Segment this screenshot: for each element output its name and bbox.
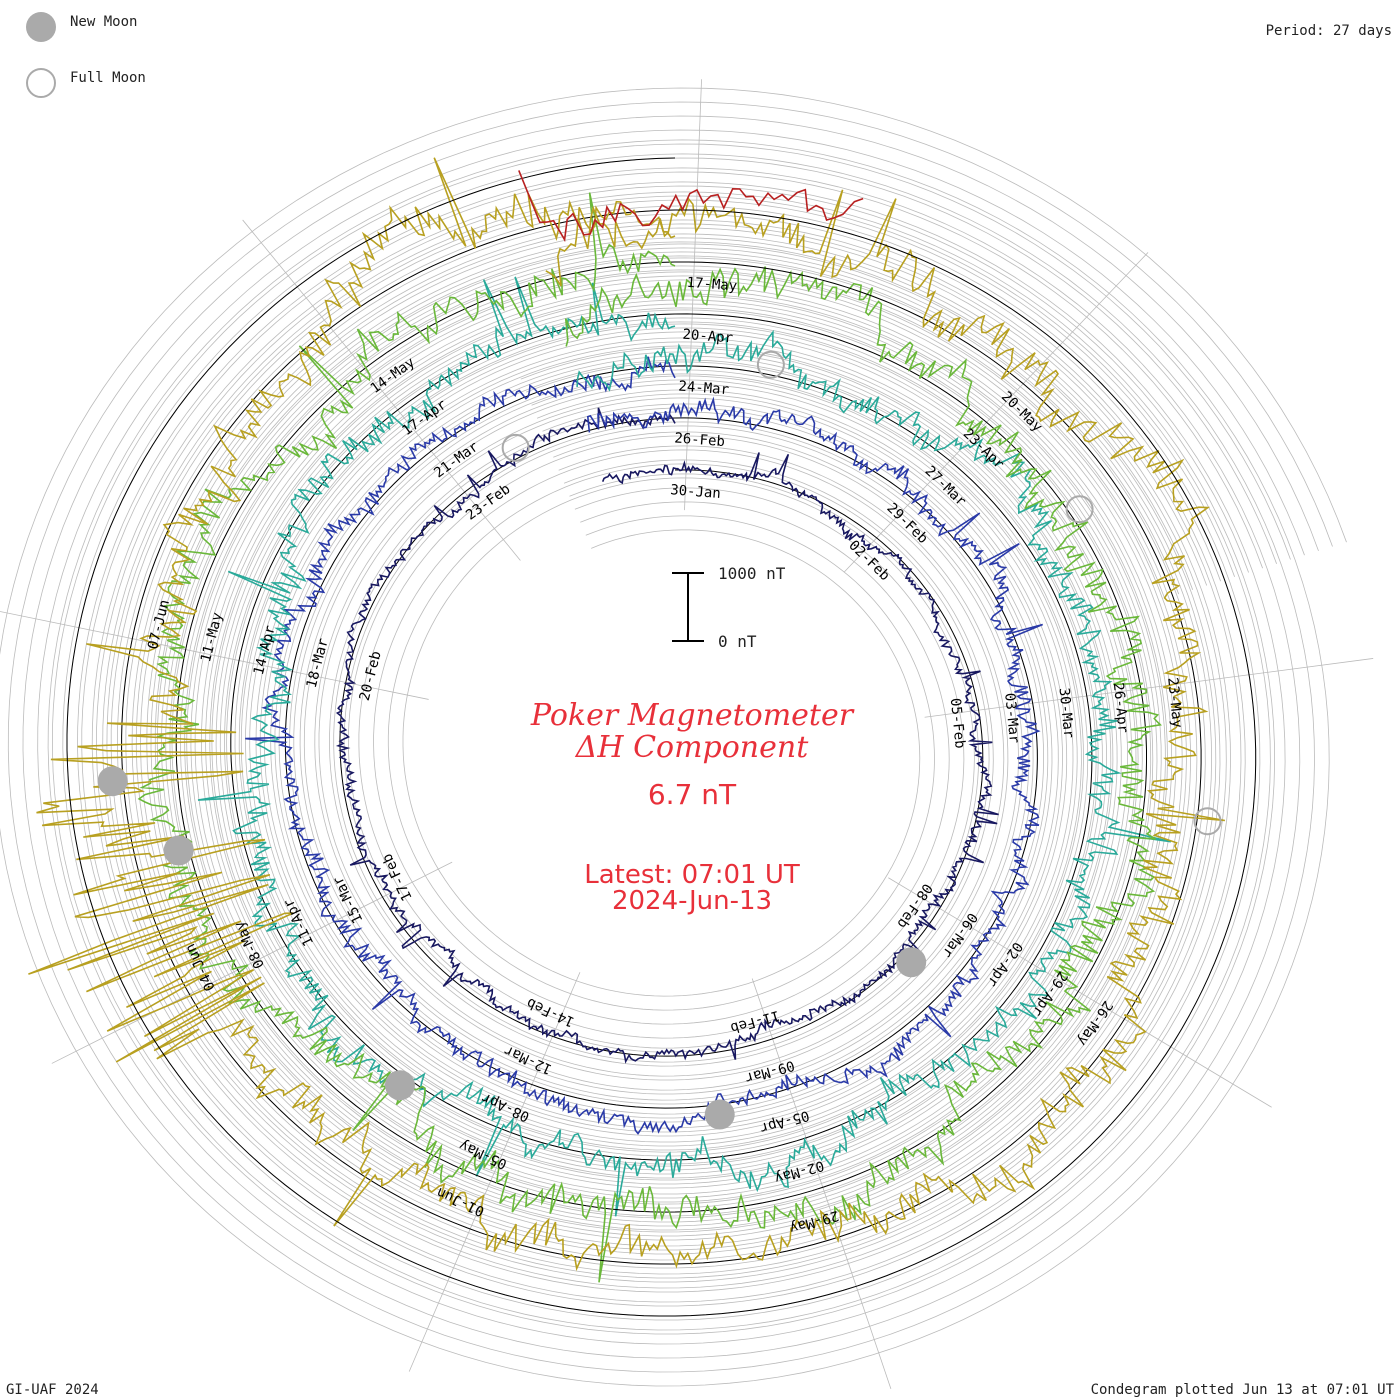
scale-bar [672, 572, 704, 642]
chart-subtitle: ΔH Component [575, 730, 809, 765]
series-line-10-Jun [518, 170, 864, 243]
new-moon-marker [704, 1099, 735, 1130]
latest-time: Latest: 07:01 UT [584, 860, 800, 890]
series-line-17-May [28, 157, 1226, 1272]
footer-plot-time: Condegram plotted Jun 13 at 07:01 UT [1090, 1382, 1394, 1398]
tick-label: 26-Feb [674, 430, 726, 450]
tick-label: 26-Apr [1110, 682, 1131, 734]
grid-ring [22, 115, 1319, 1359]
full-moon-icon [26, 68, 56, 98]
tick-label: 14-Feb [524, 994, 577, 1029]
grid-spoke [0, 611, 429, 700]
legend-full-moon-label: Full Moon [70, 70, 146, 86]
radial-grid [0, 79, 1374, 1390]
scale-top-label: 1000 nT [718, 564, 786, 583]
grid-spoke [924, 658, 1374, 718]
data-series [28, 157, 1257, 1317]
tick-label: 03-Mar [1001, 692, 1022, 744]
tick-label: 08-Apr [479, 1089, 532, 1124]
tick-label: 07-Jun [145, 598, 173, 651]
grid-ring [169, 255, 1180, 1219]
grid-ring [52, 143, 1291, 1331]
grid-spoke [843, 252, 1149, 573]
baseline-10-Jun [66, 157, 1257, 1317]
new-moon-marker [896, 947, 927, 978]
tick-label: 20-Apr [682, 327, 734, 347]
grid-ring [37, 129, 1305, 1345]
grid-ring [96, 185, 1249, 1289]
tick-label: 05-Feb [947, 697, 968, 749]
series-line-26-Feb [245, 356, 1044, 1135]
grid-ring [154, 241, 1194, 1233]
grid-spoke [408, 972, 581, 1372]
full-moon-marker [1065, 495, 1094, 524]
grid-spoke [888, 877, 1272, 1108]
new-moon-marker [163, 835, 194, 866]
moon-phase-markers [97, 350, 1222, 1130]
grid-ring [7, 101, 1333, 1373]
scale-bottom-label: 0 nT [718, 632, 757, 651]
tick-label: 01-Jun [434, 1184, 487, 1219]
tick-label: 17-May [686, 275, 738, 295]
series-line-30-Jan [335, 407, 999, 1064]
grid-ring [110, 199, 1235, 1275]
grid-spoke [751, 978, 892, 1390]
footer-credit: GI-UAF 2024 [6, 1382, 99, 1398]
tick-label: 23-May [1164, 677, 1185, 729]
full-moon-marker [756, 350, 785, 379]
current-value: 6.7 nT [647, 778, 737, 811]
new-moon-marker [384, 1070, 415, 1101]
full-moon-marker [501, 433, 530, 462]
grid-ring [184, 269, 1166, 1205]
tick-label: 06-Mar [939, 910, 981, 961]
new-moon-icon [26, 12, 56, 42]
tick-label: 30-Jan [670, 482, 722, 502]
tick-label: 30-Mar [1056, 687, 1077, 739]
latest-date: 2024-Jun-13 [611, 886, 773, 916]
new-moon-marker [97, 766, 128, 797]
baseline-24-Mar [230, 313, 1093, 1161]
period-label: Period: 27 days [1265, 23, 1392, 39]
tick-label: 24-Mar [678, 379, 730, 399]
grid-spoke [242, 219, 521, 561]
chart-title: Poker Magnetometer [530, 698, 854, 733]
grid-spoke [51, 861, 453, 1064]
baseline-26-Feb [284, 365, 1038, 1109]
tick-label: 05-May [457, 1137, 510, 1172]
series-line-20-Apr [137, 192, 1162, 1283]
grid-ring [0, 87, 1347, 1387]
full-moon-marker [1193, 807, 1222, 836]
legend-new-moon: New Moon [26, 12, 137, 42]
tick-label: 12-Mar [502, 1042, 555, 1077]
legend-new-moon-label: New Moon [70, 14, 138, 30]
legend-full-moon: Full Moon [26, 68, 146, 98]
